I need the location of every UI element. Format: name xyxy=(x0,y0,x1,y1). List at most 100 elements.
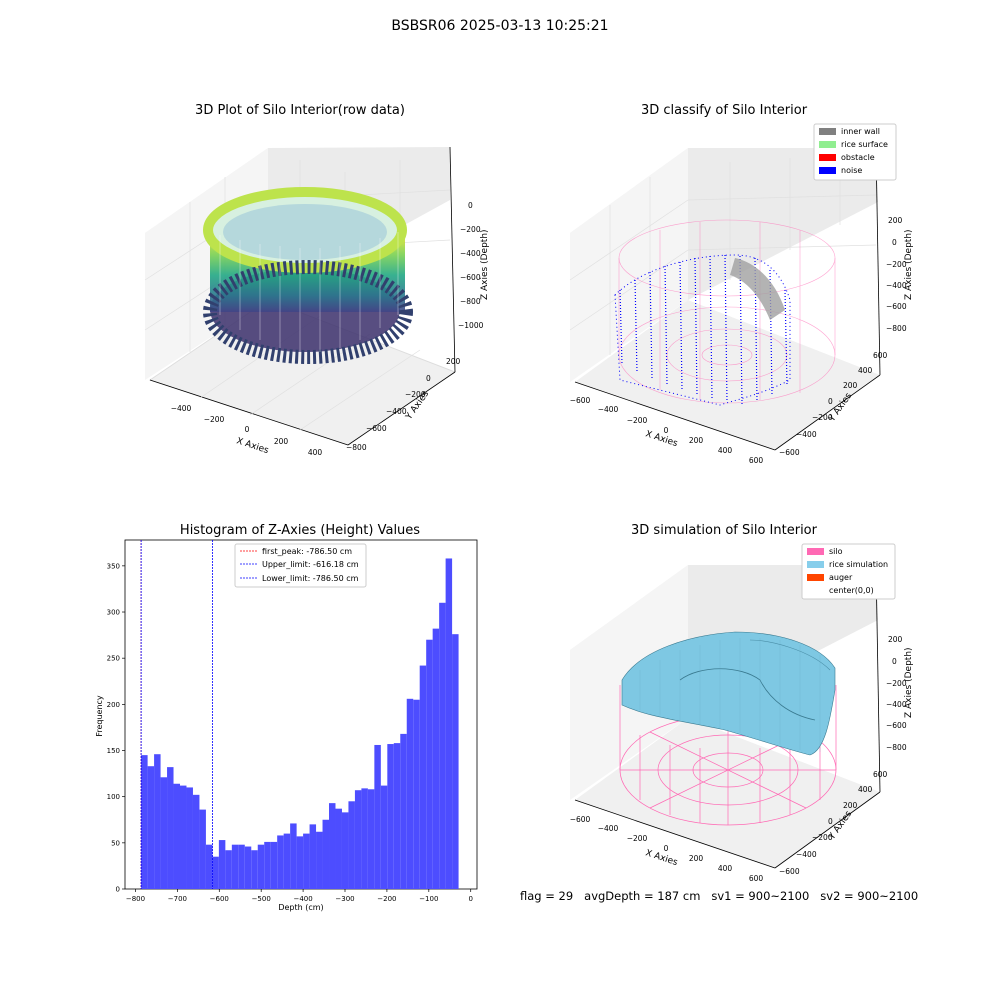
legend-label: rice surface xyxy=(841,140,888,149)
histogram-bar xyxy=(296,836,304,889)
histogram-y-tick-label: 50 xyxy=(111,839,120,847)
histogram-bar xyxy=(335,808,342,889)
svg-text:400: 400 xyxy=(718,864,733,873)
histogram-bar xyxy=(160,777,168,889)
legend-swatch-inner-wall xyxy=(819,128,836,135)
histogram-x-label: Depth (cm) xyxy=(278,903,323,912)
raw-z-label: Z Axies (Depth) xyxy=(480,229,490,300)
svg-text:200: 200 xyxy=(888,216,903,225)
histogram-bar xyxy=(186,787,193,889)
svg-text:200: 200 xyxy=(689,436,704,445)
histogram-bars xyxy=(141,558,459,889)
legend-swatch-silo xyxy=(807,548,824,555)
svg-text:0: 0 xyxy=(828,397,833,406)
svg-text:0: 0 xyxy=(828,817,833,826)
histogram-bar xyxy=(452,634,459,889)
svg-text:−600: −600 xyxy=(886,302,907,311)
svg-text:−200: −200 xyxy=(886,679,907,688)
histogram-bar xyxy=(367,789,375,889)
histogram-bar xyxy=(141,755,148,889)
histogram-bar xyxy=(445,558,453,889)
histogram-bar xyxy=(419,665,427,889)
legend-label: rice simulation xyxy=(829,560,888,569)
panel-title-raw: 3D Plot of Silo Interior(row data) xyxy=(195,103,405,118)
raw-x-tick: −200 xyxy=(204,415,225,424)
panel-title-simulation: 3D simulation of Silo Interior xyxy=(631,523,817,538)
svg-text:−600: −600 xyxy=(886,721,907,730)
histogram-bar xyxy=(309,824,317,889)
histogram-bar xyxy=(212,856,219,889)
histogram-bar xyxy=(251,850,258,889)
panel-title-classify: 3D classify of Silo Interior xyxy=(640,103,808,118)
histogram-bar xyxy=(173,783,181,889)
classify-z-label: Z Axies (Depth) xyxy=(904,229,914,300)
raw-z-tick: −200 xyxy=(460,225,481,234)
svg-text:−200: −200 xyxy=(812,833,833,842)
raw-y-tick: −200 xyxy=(405,390,426,399)
histogram-y-tick-label: 150 xyxy=(107,747,120,755)
histogram-bar xyxy=(393,743,401,889)
svg-text:−200: −200 xyxy=(812,413,833,422)
histogram-bar xyxy=(290,823,297,889)
histogram-x-tick-label: −300 xyxy=(335,895,354,903)
raw-y-tick: −400 xyxy=(386,407,407,416)
raw-y-tick: −800 xyxy=(346,443,367,452)
raw-z-tick: 0 xyxy=(468,201,473,210)
classify-point-cloud xyxy=(614,254,791,406)
histogram-bar xyxy=(205,844,213,889)
legend-label: silo xyxy=(829,547,843,556)
svg-text:0: 0 xyxy=(892,238,897,247)
histogram-x-tick-label: −100 xyxy=(419,895,438,903)
svg-text:200: 200 xyxy=(843,381,858,390)
classify-tick-labels: −600 −400 −200 0 200 400 600 600 400 200… xyxy=(570,216,907,465)
histogram-bar xyxy=(167,767,174,889)
legend-swatch-obstacle xyxy=(819,154,836,161)
svg-text:−200: −200 xyxy=(627,416,648,425)
raw-z-tick: −600 xyxy=(460,273,481,282)
classify-legend: inner wall rice surface obstacle noise xyxy=(813,123,897,181)
histogram-y-ticks: 0 50 100 150 200 250 300 350 xyxy=(107,562,125,894)
raw-x-tick: 200 xyxy=(274,437,289,446)
histogram-x-ticks: −800 −700 −600 −500 −400 −300 −200 −100 0 xyxy=(126,889,473,903)
histogram-bar xyxy=(413,699,420,889)
svg-text:200: 200 xyxy=(843,801,858,810)
raw-y-tick: 200 xyxy=(446,357,461,366)
raw-x-tick: −400 xyxy=(171,404,192,413)
legend-swatch-rice-surface xyxy=(819,141,836,148)
legend-label: Lower_limit: -786.50 cm xyxy=(262,574,359,583)
legend-label: inner wall xyxy=(841,127,880,136)
histogram-bar xyxy=(180,785,187,889)
svg-text:−600: −600 xyxy=(779,448,800,457)
histogram-bar xyxy=(264,841,271,889)
svg-text:−600: −600 xyxy=(570,396,591,405)
histogram-bar xyxy=(322,819,330,889)
svg-text:400: 400 xyxy=(858,785,873,794)
histogram-bar xyxy=(303,833,310,889)
svg-text:−600: −600 xyxy=(779,867,800,876)
histogram-bar xyxy=(225,850,232,889)
svg-text:−400: −400 xyxy=(886,700,907,709)
legend-swatch-noise xyxy=(819,167,836,174)
svg-text:−200: −200 xyxy=(886,260,907,269)
histogram-bar xyxy=(406,698,414,889)
histogram-bar xyxy=(426,639,433,889)
svg-text:600: 600 xyxy=(873,351,888,360)
svg-text:600: 600 xyxy=(749,456,764,465)
raw-x-tick: 400 xyxy=(308,448,323,457)
histogram-bar xyxy=(361,788,368,889)
svg-text:−400: −400 xyxy=(886,281,907,290)
histogram-y-tick-label: 350 xyxy=(107,562,120,570)
histogram-bar xyxy=(432,628,440,889)
status-line: flag = 29 avgDepth = 187 cm sv1 = 900~21… xyxy=(520,889,918,903)
svg-text:600: 600 xyxy=(749,874,764,883)
legend-label: Upper_limit: -616.18 cm xyxy=(262,560,359,569)
svg-text:0: 0 xyxy=(664,844,669,853)
legend-label: first_peak: -786.50 cm xyxy=(262,547,352,556)
simulation-x-label: X Axies xyxy=(644,848,679,868)
legend-label: auger xyxy=(829,573,853,582)
raw-point-cloud xyxy=(203,187,413,364)
histogram-bar xyxy=(283,833,291,889)
sv1-value: sv1 = 900~2100 xyxy=(711,889,810,903)
